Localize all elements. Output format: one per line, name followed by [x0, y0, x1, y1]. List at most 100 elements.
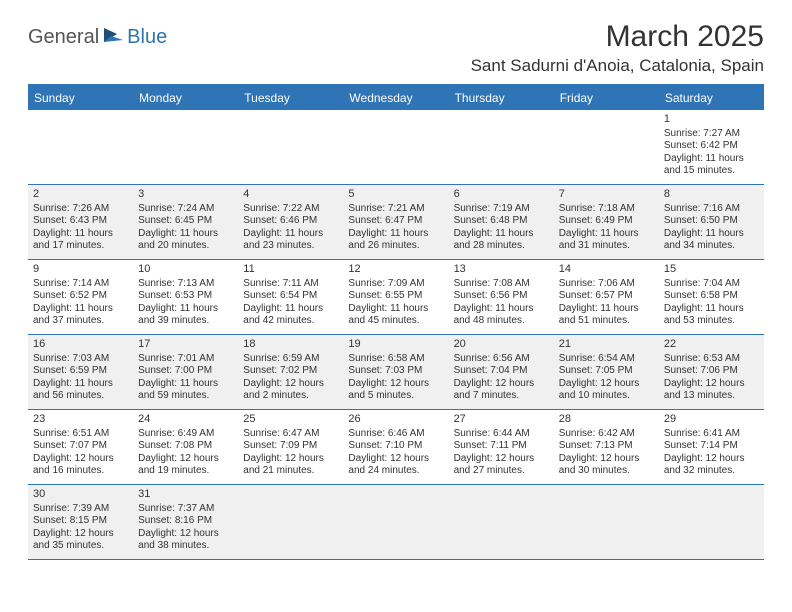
daylight-line: Daylight: 11 hours: [559, 303, 654, 316]
day-header-fri: Friday: [554, 86, 659, 110]
day-header-sat: Saturday: [659, 86, 764, 110]
daylight-line: Daylight: 11 hours: [348, 303, 443, 316]
sunset-line: Sunset: 7:06 PM: [664, 365, 759, 378]
day-cell: 30Sunrise: 7:39 AMSunset: 8:15 PMDayligh…: [28, 485, 133, 559]
day-number: 24: [138, 413, 233, 427]
sunrise-line: Sunrise: 7:27 AM: [664, 128, 759, 141]
daylight-line: and 17 minutes.: [33, 240, 128, 253]
sunrise-line: Sunrise: 7:09 AM: [348, 278, 443, 291]
daylight-line: and 7 minutes.: [454, 390, 549, 403]
day-cell: 14Sunrise: 7:06 AMSunset: 6:57 PMDayligh…: [554, 260, 659, 334]
daylight-line: Daylight: 11 hours: [33, 378, 128, 391]
sunset-line: Sunset: 6:49 PM: [559, 215, 654, 228]
day-cell: 16Sunrise: 7:03 AMSunset: 6:59 PMDayligh…: [28, 335, 133, 409]
logo-text-blue: Blue: [127, 26, 167, 49]
logo-text-general: General: [28, 26, 99, 49]
sunrise-line: Sunrise: 7:21 AM: [348, 203, 443, 216]
sunrise-line: Sunrise: 7:11 AM: [243, 278, 338, 291]
day-cell: 19Sunrise: 6:58 AMSunset: 7:03 PMDayligh…: [343, 335, 448, 409]
sunrise-line: Sunrise: 7:19 AM: [454, 203, 549, 216]
day-cell: 17Sunrise: 7:01 AMSunset: 7:00 PMDayligh…: [133, 335, 238, 409]
sunrise-line: Sunrise: 7:08 AM: [454, 278, 549, 291]
daylight-line: and 15 minutes.: [664, 165, 759, 178]
daylight-line: Daylight: 11 hours: [559, 228, 654, 241]
sunrise-line: Sunrise: 6:54 AM: [559, 353, 654, 366]
day-number: 25: [243, 413, 338, 427]
sunrise-line: Sunrise: 6:47 AM: [243, 428, 338, 441]
daylight-line: and 56 minutes.: [33, 390, 128, 403]
page: General Blue March 2025 Sant Sadurni d'A…: [0, 0, 792, 580]
day-cell: [659, 485, 764, 559]
day-number: 16: [33, 338, 128, 352]
sunset-line: Sunset: 7:02 PM: [243, 365, 338, 378]
daylight-line: and 20 minutes.: [138, 240, 233, 253]
daylight-line: and 16 minutes.: [33, 465, 128, 478]
daylight-line: Daylight: 11 hours: [664, 228, 759, 241]
day-header-row: Sunday Monday Tuesday Wednesday Thursday…: [28, 86, 764, 110]
weeks-container: 1Sunrise: 7:27 AMSunset: 6:42 PMDaylight…: [28, 110, 764, 560]
day-number: 17: [138, 338, 233, 352]
day-number: 22: [664, 338, 759, 352]
day-cell: 3Sunrise: 7:24 AMSunset: 6:45 PMDaylight…: [133, 185, 238, 259]
daylight-line: Daylight: 12 hours: [454, 378, 549, 391]
day-cell: 21Sunrise: 6:54 AMSunset: 7:05 PMDayligh…: [554, 335, 659, 409]
daylight-line: Daylight: 12 hours: [664, 378, 759, 391]
daylight-line: and 59 minutes.: [138, 390, 233, 403]
day-cell: 31Sunrise: 7:37 AMSunset: 8:16 PMDayligh…: [133, 485, 238, 559]
sunrise-line: Sunrise: 7:13 AM: [138, 278, 233, 291]
week-row: 1Sunrise: 7:27 AMSunset: 6:42 PMDaylight…: [28, 110, 764, 185]
day-cell: 26Sunrise: 6:46 AMSunset: 7:10 PMDayligh…: [343, 410, 448, 484]
day-number: 20: [454, 338, 549, 352]
daylight-line: and 32 minutes.: [664, 465, 759, 478]
daylight-line: and 27 minutes.: [454, 465, 549, 478]
week-row: 2Sunrise: 7:26 AMSunset: 6:43 PMDaylight…: [28, 185, 764, 260]
sunset-line: Sunset: 6:57 PM: [559, 290, 654, 303]
sunset-line: Sunset: 7:00 PM: [138, 365, 233, 378]
sunset-line: Sunset: 6:59 PM: [33, 365, 128, 378]
day-number: 26: [348, 413, 443, 427]
sunrise-line: Sunrise: 6:46 AM: [348, 428, 443, 441]
day-cell: [133, 110, 238, 184]
day-number: 29: [664, 413, 759, 427]
daylight-line: and 31 minutes.: [559, 240, 654, 253]
daylight-line: Daylight: 12 hours: [138, 528, 233, 541]
sunset-line: Sunset: 7:04 PM: [454, 365, 549, 378]
day-header-mon: Monday: [133, 86, 238, 110]
day-number: 28: [559, 413, 654, 427]
sunset-line: Sunset: 6:45 PM: [138, 215, 233, 228]
day-number: 14: [559, 263, 654, 277]
day-cell: 20Sunrise: 6:56 AMSunset: 7:04 PMDayligh…: [449, 335, 554, 409]
location-subtitle: Sant Sadurni d'Anoia, Catalonia, Spain: [471, 56, 764, 76]
day-cell: 6Sunrise: 7:19 AMSunset: 6:48 PMDaylight…: [449, 185, 554, 259]
day-cell: 28Sunrise: 6:42 AMSunset: 7:13 PMDayligh…: [554, 410, 659, 484]
daylight-line: Daylight: 12 hours: [559, 378, 654, 391]
sunrise-line: Sunrise: 7:04 AM: [664, 278, 759, 291]
day-number: 2: [33, 188, 128, 202]
day-number: 4: [243, 188, 338, 202]
daylight-line: and 5 minutes.: [348, 390, 443, 403]
sunrise-line: Sunrise: 6:53 AM: [664, 353, 759, 366]
sunrise-line: Sunrise: 7:01 AM: [138, 353, 233, 366]
sunrise-line: Sunrise: 6:56 AM: [454, 353, 549, 366]
sunset-line: Sunset: 6:42 PM: [664, 140, 759, 153]
sunrise-line: Sunrise: 6:58 AM: [348, 353, 443, 366]
sunset-line: Sunset: 6:56 PM: [454, 290, 549, 303]
daylight-line: Daylight: 12 hours: [243, 378, 338, 391]
day-number: 23: [33, 413, 128, 427]
daylight-line: and 38 minutes.: [138, 540, 233, 553]
daylight-line: and 42 minutes.: [243, 315, 338, 328]
daylight-line: Daylight: 11 hours: [243, 303, 338, 316]
sunset-line: Sunset: 7:10 PM: [348, 440, 443, 453]
day-cell: 2Sunrise: 7:26 AMSunset: 6:43 PMDaylight…: [28, 185, 133, 259]
week-row: 30Sunrise: 7:39 AMSunset: 8:15 PMDayligh…: [28, 485, 764, 560]
day-number: 5: [348, 188, 443, 202]
daylight-line: and 13 minutes.: [664, 390, 759, 403]
header: General Blue March 2025 Sant Sadurni d'A…: [28, 20, 764, 76]
sunrise-line: Sunrise: 6:51 AM: [33, 428, 128, 441]
day-cell: 8Sunrise: 7:16 AMSunset: 6:50 PMDaylight…: [659, 185, 764, 259]
day-cell: [238, 485, 343, 559]
sunrise-line: Sunrise: 7:24 AM: [138, 203, 233, 216]
daylight-line: and 23 minutes.: [243, 240, 338, 253]
day-number: 19: [348, 338, 443, 352]
daylight-line: Daylight: 11 hours: [138, 228, 233, 241]
